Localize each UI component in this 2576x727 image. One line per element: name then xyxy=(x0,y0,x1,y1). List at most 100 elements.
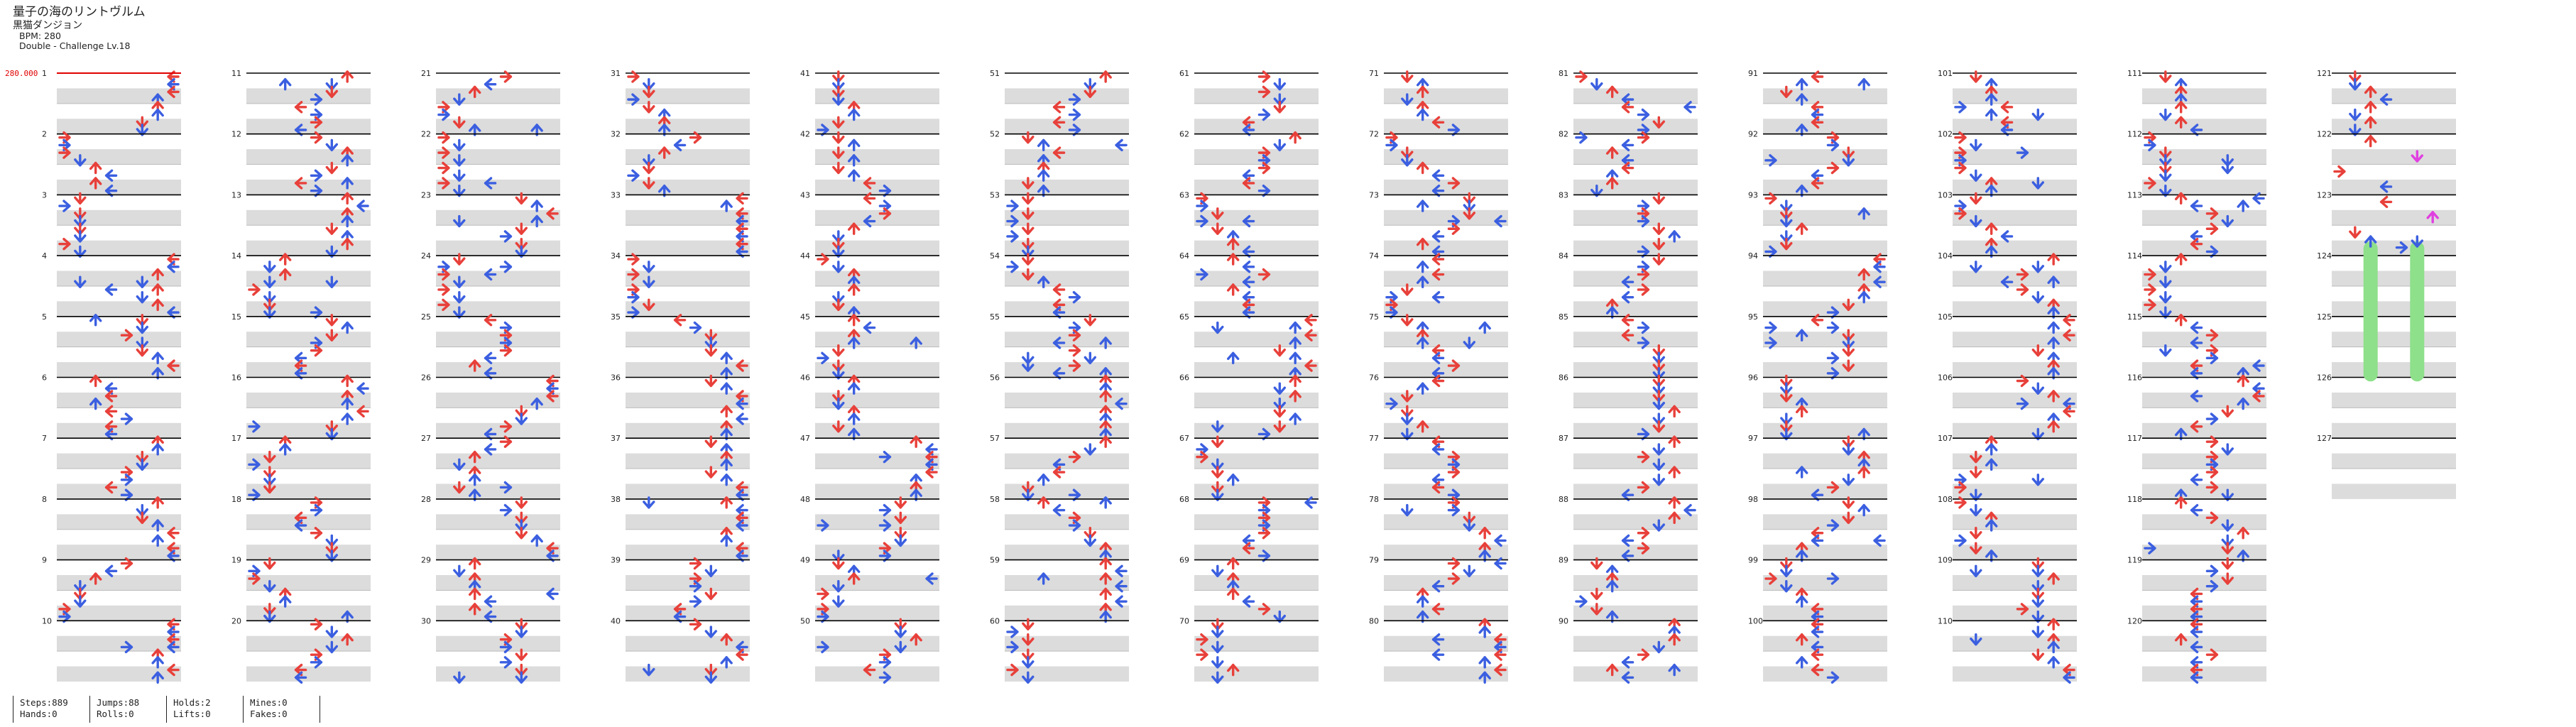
arrow-icon xyxy=(2174,192,2188,205)
arrow-icon xyxy=(2205,481,2219,494)
measure xyxy=(1573,620,1698,682)
arrow-icon xyxy=(720,633,733,646)
arrow-icon xyxy=(1970,138,1982,152)
beat-stripe xyxy=(436,575,560,591)
arrow-icon xyxy=(2174,427,2188,441)
arrow-icon xyxy=(1084,534,1097,547)
measure-number: 99 xyxy=(1748,556,1758,565)
arrow-icon xyxy=(1242,542,1255,554)
arrow-icon xyxy=(263,275,276,288)
measure xyxy=(2142,376,2266,439)
arrow-icon xyxy=(643,496,655,509)
arrow-icon xyxy=(627,93,640,106)
arrow-icon xyxy=(2159,261,2172,273)
beat-stripe xyxy=(2142,119,2266,134)
arrow-icon xyxy=(1289,131,1301,144)
measure xyxy=(57,315,181,378)
arrow-icon xyxy=(2144,298,2156,312)
arrow-icon xyxy=(437,177,450,190)
beat-stripe xyxy=(436,483,560,499)
measure-number: 7 xyxy=(42,434,47,443)
measure-number: 38 xyxy=(611,495,621,504)
arrow-icon xyxy=(1226,557,1240,570)
measure-number: 127 xyxy=(2317,434,2332,443)
arrow-icon xyxy=(1416,199,1429,212)
beat-stripe xyxy=(1953,422,2077,439)
arrow-icon xyxy=(453,93,466,106)
beat-stripe xyxy=(2142,545,2266,560)
measure xyxy=(2142,498,2266,560)
arrow-icon xyxy=(2252,192,2265,205)
arrow-icon xyxy=(1431,268,1445,281)
arrow-icon xyxy=(1037,184,1050,197)
beat-stripe xyxy=(1005,88,1129,104)
arrow-icon xyxy=(1652,458,1666,471)
beat-stripe xyxy=(1573,88,1698,104)
arrow-icon xyxy=(310,344,323,357)
arrow-icon xyxy=(89,374,102,388)
arrow-icon xyxy=(1494,214,1507,228)
arrow-icon xyxy=(1494,663,1507,677)
beat-stripe xyxy=(436,332,560,347)
arrow-icon xyxy=(1257,85,1271,99)
arrow-icon xyxy=(2047,337,2060,349)
beat-stripe xyxy=(57,483,181,499)
arrow-icon xyxy=(1970,466,1982,479)
arrow-icon xyxy=(1289,321,1301,334)
arrow-icon xyxy=(167,359,180,372)
arrow-icon xyxy=(736,412,748,425)
arrow-icon xyxy=(1211,640,1224,654)
arrow-icon xyxy=(1006,261,1019,273)
arrow-icon xyxy=(1605,306,1619,319)
stat-group: Holds:2 Lifts:0 xyxy=(166,696,211,723)
measure xyxy=(1384,194,1508,256)
arrow-icon xyxy=(468,603,481,616)
arrow-icon xyxy=(673,138,687,152)
arrow-icon xyxy=(2190,237,2203,251)
measure xyxy=(626,437,750,499)
arrow-icon xyxy=(1037,474,1050,486)
measure-number: 81 xyxy=(1559,69,1568,78)
measure xyxy=(1953,376,2077,439)
arrow-icon xyxy=(2411,235,2424,248)
arrow-icon xyxy=(58,146,71,159)
arrow-icon xyxy=(515,496,528,509)
measure-number: 98 xyxy=(1748,495,1758,504)
arrow-icon xyxy=(720,474,733,486)
beat-stripe xyxy=(1953,240,2077,256)
beat-stripe xyxy=(626,453,750,469)
arrow-icon xyxy=(2047,572,2060,585)
arrow-icon xyxy=(263,481,276,494)
beat-stripe xyxy=(436,270,560,286)
arrow-icon xyxy=(1431,633,1445,646)
measure-number: 103 xyxy=(1938,190,1953,199)
measure-number: 75 xyxy=(1369,312,1379,322)
beat-stripe xyxy=(436,666,560,682)
beat-stripe xyxy=(1005,179,1129,195)
arrow-icon xyxy=(1022,222,1035,235)
beat-stripe xyxy=(2142,301,2266,317)
beat-stripe xyxy=(1573,392,1698,408)
beat-stripe xyxy=(57,666,181,682)
measure-number: 36 xyxy=(611,373,621,383)
arrow-icon xyxy=(1811,534,1824,547)
arrow-icon xyxy=(1764,321,1777,334)
beat-stripe xyxy=(1953,545,2077,560)
beat-stripe xyxy=(1573,270,1698,286)
measure xyxy=(1384,376,1508,439)
arrow-icon xyxy=(704,344,718,357)
arrow-icon xyxy=(437,131,450,144)
arrow-icon xyxy=(627,169,640,182)
arrow-icon xyxy=(832,557,845,570)
arrow-icon xyxy=(1780,214,1793,228)
arrow-icon xyxy=(1590,587,1603,601)
arrow-icon xyxy=(1431,443,1445,456)
beat-stripe xyxy=(1384,149,1508,165)
arrow-icon xyxy=(2047,306,2060,319)
measure-number: 47 xyxy=(800,434,810,443)
beat-stripe xyxy=(246,666,371,682)
measure-number: 2 xyxy=(42,130,47,139)
arrow-icon xyxy=(832,420,845,433)
arrow-icon xyxy=(863,214,876,228)
arrow-icon xyxy=(1211,564,1224,578)
